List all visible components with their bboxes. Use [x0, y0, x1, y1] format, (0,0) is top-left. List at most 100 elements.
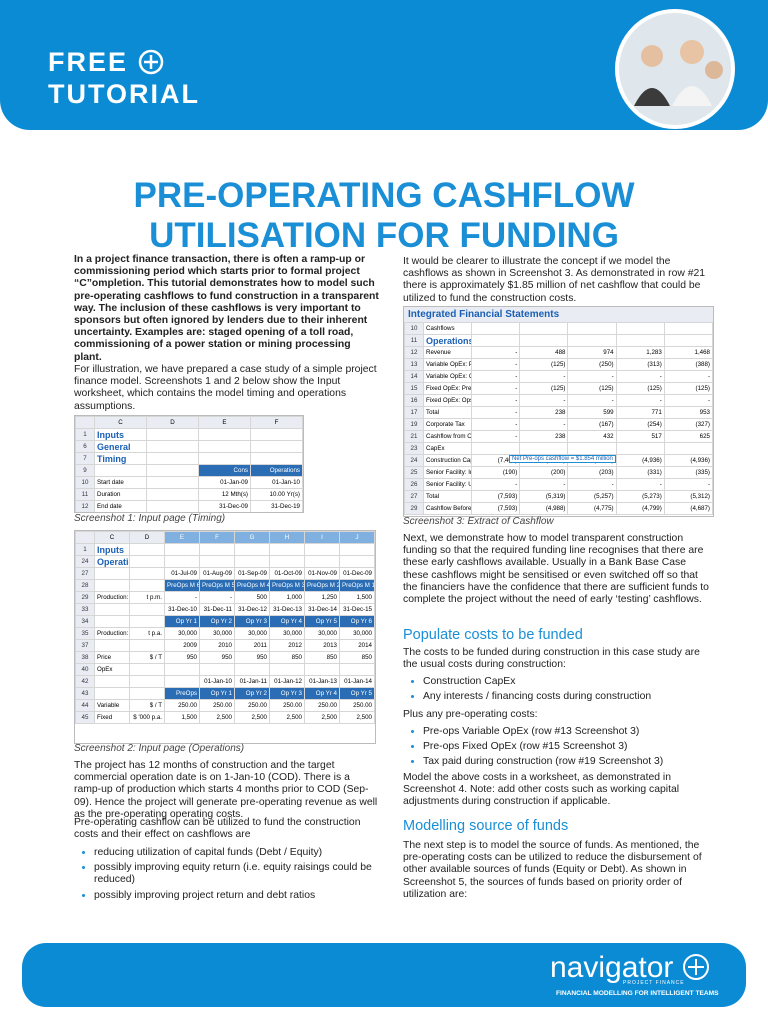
sheet-cell: 6	[75, 440, 95, 453]
sheet-cell: F	[199, 531, 235, 544]
sheet-cell	[269, 555, 305, 568]
sheet-cell: Production: Pre-Ops	[94, 591, 130, 604]
sheet-cell: Fixed OpEx: Ops	[422, 394, 473, 407]
sheet-cell: 2,500	[269, 711, 305, 724]
sheet-cell	[567, 442, 617, 455]
sheet-cell: 10	[404, 322, 424, 335]
sheet-row: 24Operations	[75, 555, 375, 568]
sheet-cell: (5,319)	[519, 490, 569, 503]
sheet-cell: Variable OpEx: Pre-Ops	[422, 358, 473, 371]
sheet-row: 12 Revenue -488 974 1,283 1,468	[404, 346, 713, 359]
sheet-cell: D	[129, 531, 165, 544]
sheet-cell: -	[519, 478, 569, 491]
logo-text: navigator	[550, 951, 674, 984]
sheet-cell: 31-Dec-13	[269, 603, 305, 616]
sheet-cell: 2010	[199, 639, 235, 652]
sheet-cell	[129, 663, 165, 676]
sheet-cell: 12	[75, 500, 95, 512]
sheet-row: 16 Fixed OpEx: Ops - - - - -	[404, 394, 713, 407]
sheet-cell: 250.00	[269, 699, 305, 712]
sheet-cell: (7,593)	[471, 502, 521, 515]
sheet-cell	[250, 440, 303, 453]
sheet-row: 9 Cons Operations	[75, 464, 303, 477]
sheet-cell: 38	[75, 651, 95, 664]
paragraph: Pre-operating cashflow can be utilized t…	[74, 817, 361, 841]
sheet-cell: (4,799)	[615, 502, 665, 515]
caption: Screenshot 1: Input page (Timing)	[74, 513, 226, 524]
sheet-cell: Inputs	[94, 428, 147, 441]
sheet-cell: 43	[75, 687, 95, 700]
sheet-row: 11 Duration 12 Mth(s) 10.00 Yr(s)	[75, 488, 303, 501]
sheet-cell: 24	[75, 555, 95, 568]
sheet-cell	[129, 567, 165, 580]
sheet-cell: 31-Dec-09	[198, 500, 251, 512]
sheet-cell: -	[519, 370, 569, 383]
sheet-cell: PreOps M 3	[269, 579, 305, 592]
sheet-cell: Op Yr 5	[304, 615, 340, 628]
paragraph: The costs to be funded during constructi…	[403, 647, 700, 671]
sheet-row: 6 General	[75, 440, 303, 453]
sheet-cell	[339, 555, 375, 568]
plus-icon	[138, 49, 163, 75]
sheet-cell: I	[304, 531, 340, 544]
sheet-cell: -	[567, 394, 617, 407]
sheet-cell	[94, 603, 130, 616]
sheet-row: 7 Timing	[75, 452, 303, 465]
sheet-cell: C	[94, 531, 130, 544]
sheet-cell: 10	[75, 476, 95, 489]
sheet-cell: Op Yr 2	[199, 615, 235, 628]
sheet-cell: E	[198, 416, 251, 429]
sheet-cell: -	[471, 478, 521, 491]
bullet-item: Pre-ops Variable OpEx (row #13 Screensho…	[423, 726, 723, 738]
sheet-cell: H	[269, 531, 305, 544]
paragraph: It would be clearer to illustrate the co…	[403, 256, 706, 304]
sheet-cell: 10.00 Yr(s)	[250, 488, 303, 501]
sheet-cell: 24	[404, 454, 424, 467]
sheet-cell: -	[471, 346, 521, 359]
sheet-cell	[94, 615, 130, 628]
sheet-cell: Cashflow Before Funding	[422, 502, 473, 515]
sheet-row: 37 2009 2010 2011 2012 2013 2014	[75, 639, 375, 652]
sheet-cell: G	[234, 531, 270, 544]
sheet-row: 45 Fixed $ '000 p.a. 1,500 2,500 2,500 2,500 2,…	[75, 711, 375, 724]
sheet-cell: PreOps M 1	[339, 579, 375, 592]
sheet-cell	[615, 442, 665, 455]
sheet-cell: 01-Jul-09	[164, 567, 200, 580]
bullet-item: possibly improving equity return (i.e. e…	[94, 862, 384, 886]
sheet-cell: 17	[404, 406, 424, 419]
sheet-cell: 14	[404, 370, 424, 383]
sheet-cell	[146, 452, 199, 465]
sheet-cell	[94, 567, 130, 580]
sheet-cell: 1	[75, 543, 95, 556]
sheet-cell	[129, 639, 165, 652]
sheet-cell	[94, 579, 130, 592]
sheet-cell	[567, 322, 617, 335]
sheet-cell: 2011	[234, 639, 270, 652]
sheet-cell: 500	[234, 591, 270, 604]
sheet-cell: $ / T	[129, 699, 165, 712]
sheet-row: 10 Cashflows	[404, 322, 713, 335]
sheet-cell: 40	[75, 663, 95, 676]
sheet-cell: 850	[339, 651, 375, 664]
sheet-cell: 44	[75, 699, 95, 712]
sheet-cell: 28	[75, 579, 95, 592]
sheet-cell	[250, 452, 303, 465]
sheet-cell: (254)	[615, 418, 665, 431]
sheet-cell: 23	[404, 442, 424, 455]
sheet-cell: (331)	[615, 466, 665, 479]
sheet-cell	[75, 416, 95, 429]
sheet-cell: 2,500	[199, 711, 235, 724]
sheet-cell: 01-Oct-09	[269, 567, 305, 580]
sheet-cell: 30,000	[234, 627, 270, 640]
sheet-cell: -	[567, 478, 617, 491]
sheet-cell: 950	[199, 651, 235, 664]
sheet-cell: 01-Jan-09	[198, 476, 251, 489]
sheet-cell: 35	[75, 627, 95, 640]
sheet-cell: (190)	[471, 466, 521, 479]
sheet-cell: Op Yr 2	[234, 687, 270, 700]
sheet-cell: (125)	[519, 382, 569, 395]
